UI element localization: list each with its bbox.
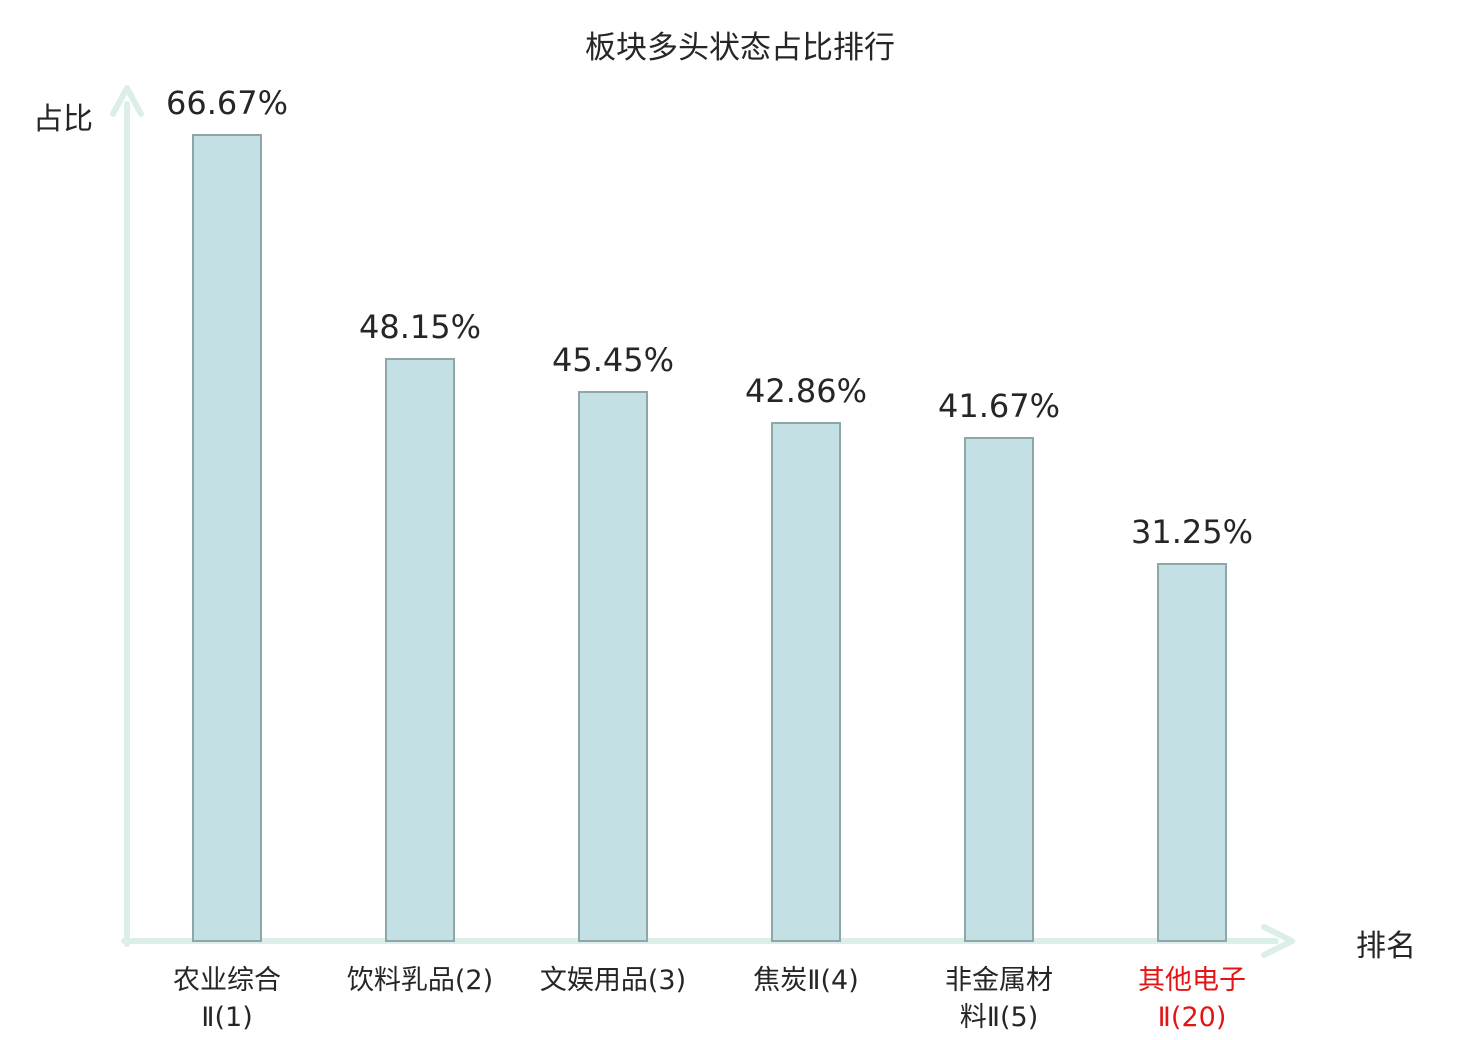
bar-rect [771, 422, 841, 942]
category-label: 文娱用品(3) [498, 962, 728, 999]
bar-value-label: 48.15% [358, 308, 481, 346]
category-label-line: 料Ⅱ(5) [959, 1002, 1039, 1033]
category-label-line: 焦炭Ⅱ(4) [753, 965, 859, 996]
category-label-line: 农业综合 [173, 965, 281, 996]
x-axis-arrow-icon [1261, 924, 1295, 958]
bar-value-label: 45.45% [551, 341, 674, 379]
bar-value-label: 66.67% [165, 84, 288, 122]
bar-rect [578, 391, 648, 942]
bar-rect [192, 134, 262, 942]
category-label-line: 其他电子 [1138, 965, 1246, 996]
category-label-line: Ⅱ(1) [201, 1002, 253, 1033]
bar-value-label: 41.67% [937, 387, 1060, 425]
category-label-line: 饮料乳品(2) [346, 965, 494, 996]
bar-value-label: 31.25% [1130, 513, 1253, 551]
category-label: 焦炭Ⅱ(4) [691, 962, 921, 999]
category-label-line: 非金属材 [945, 965, 1053, 996]
y-axis-arrow-icon [110, 85, 144, 117]
category-label: 农业综合 Ⅱ(1) [112, 962, 342, 1036]
bar-rect [385, 358, 455, 942]
bar-value-label: 42.86% [744, 372, 867, 410]
chart-title: 板块多头状态占比排行 [585, 30, 895, 66]
category-label: 其他电子 Ⅱ(20) [1077, 962, 1307, 1036]
bar-rect [1157, 563, 1227, 942]
category-label: 非金属材 料Ⅱ(5) [884, 962, 1114, 1036]
y-axis-label: 占比 [33, 102, 93, 137]
category-label: 饮料乳品(2) [305, 962, 535, 999]
category-label-line: Ⅱ(20) [1157, 1002, 1227, 1033]
category-label-line: 文娱用品(3) [539, 965, 687, 996]
x-axis-label: 排名 [1356, 929, 1416, 964]
bar-rect [964, 437, 1034, 942]
